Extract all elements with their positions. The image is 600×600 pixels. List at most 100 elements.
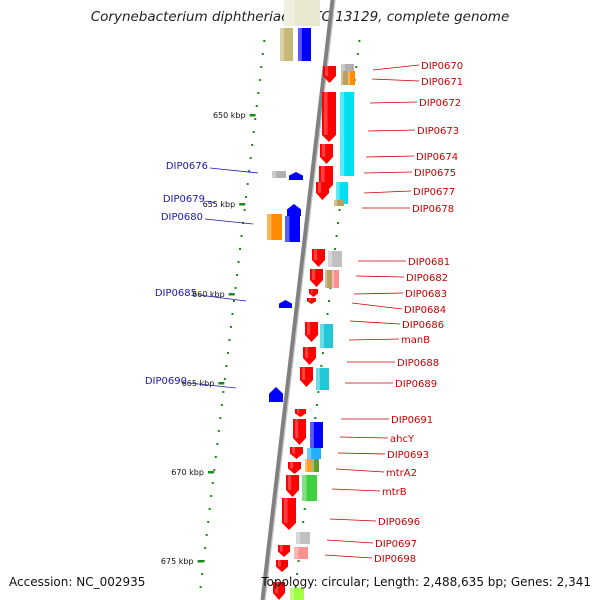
outer-dotted-guide: [337, 222, 340, 224]
inner-dotted-guide: [231, 313, 234, 315]
forward-gene-arrow: [307, 298, 316, 304]
leader-line: [353, 292, 404, 295]
leader-line: [337, 452, 386, 455]
leader-line: [206, 200, 216, 204]
reverse-gene-arrow: [289, 172, 303, 180]
gene-label-left: DIP0679: [163, 194, 205, 205]
outer-dotted-guide: [317, 391, 320, 393]
cds-block: [298, 28, 311, 61]
inner-dotted-guide: [201, 573, 204, 575]
cds-block: [336, 182, 348, 204]
inner-dotted-guide: [220, 404, 223, 406]
gene-label-right: DIP0696: [378, 517, 420, 528]
inner-dotted-guide: [208, 508, 211, 510]
cds-block: [334, 200, 344, 206]
inner-dotted-guide: [202, 560, 205, 562]
outer-dotted-guide: [294, 586, 297, 588]
leader-line: [367, 129, 416, 132]
gene-label-right: ahcY: [390, 434, 415, 445]
cds-block: [316, 368, 329, 390]
scale-ticks-layer: 650 kbp 655 kbp 660 kbp 665 kbp 670 kbp 675 k…: [161, 40, 361, 588]
inner-dotted-guide: [240, 235, 243, 237]
forward-gene-arrow: [312, 249, 325, 267]
leader-line: [349, 320, 401, 325]
scale-tick-label: 650 kbp: [213, 111, 246, 120]
gene-labels-layer: DIP0670 DIP0671 DIP0672 DIP0673 DIP0674 DIP06…: [145, 61, 463, 565]
forward-gene-arrow: [276, 560, 288, 572]
gene-label-left: DIP0690: [145, 376, 187, 387]
scale-tick-label: 660 kbp: [192, 290, 225, 299]
inner-dotted-guide: [236, 274, 239, 276]
gene-label-right: mtrA2: [386, 468, 417, 479]
outer-dotted-guide: [314, 417, 317, 419]
leader-line: [355, 275, 405, 278]
leader-line: [335, 468, 385, 473]
gene-label-right: DIP0697: [375, 539, 417, 550]
cds-block: [272, 171, 286, 178]
gene-label-right: DIP0677: [413, 187, 455, 198]
outer-dotted-guide: [315, 404, 318, 406]
scale-tick-label: 655 kbp: [203, 200, 236, 209]
gene-label-right: DIP0673: [417, 126, 459, 137]
cds-block: [267, 214, 282, 240]
forward-gene-arrow: [303, 347, 316, 365]
cds-block: [296, 532, 310, 544]
gene-features-layer: [267, 0, 355, 600]
leader-line: [326, 539, 374, 544]
gene-label-right: DIP0686: [402, 320, 444, 331]
inner-dotted-guide: [213, 469, 216, 471]
outer-dotted-guide: [335, 235, 338, 237]
gene-label-right: DIP0691: [391, 415, 433, 426]
forward-gene-arrow: [293, 419, 306, 445]
inner-dotted-guide: [225, 365, 228, 367]
reverse-gene-arrow: [269, 387, 283, 402]
forward-gene-arrow: [278, 545, 290, 557]
leader-line: [188, 382, 237, 389]
cds-block: [341, 64, 354, 72]
gene-label-right: DIP0698: [374, 554, 416, 565]
inner-dotted-guide: [254, 118, 257, 120]
gene-label-right: DIP0671: [421, 77, 463, 88]
gene-label-right: DIP0693: [387, 450, 429, 461]
inner-dotted-guide: [261, 53, 264, 55]
inner-dotted-guide: [249, 157, 252, 159]
inner-dotted-guide: [223, 378, 226, 380]
cds-block: [290, 588, 304, 600]
scale-tick-label: 665 kbp: [182, 379, 215, 388]
forward-gene-arrow: [288, 462, 301, 474]
outer-dotted-guide: [334, 248, 337, 250]
inner-dotted-guide: [239, 248, 242, 250]
cds-block: [285, 216, 300, 242]
outer-dotted-guide: [303, 508, 306, 510]
inner-dotted-guide: [257, 92, 260, 94]
forward-gene-arrow: [316, 182, 329, 200]
leader-line: [365, 155, 415, 158]
reverse-gene-arrow: [287, 204, 301, 216]
inner-dotted-guide: [228, 339, 231, 341]
inner-dotted-guide: [205, 534, 208, 536]
gene-label-left: DIP0676: [166, 161, 208, 172]
cds-block: [310, 422, 323, 448]
leader-line: [198, 294, 247, 302]
outer-dotted-guide: [296, 573, 299, 575]
inner-dotted-guide: [229, 326, 232, 328]
cds-block: [312, 459, 319, 472]
reverse-gene-arrow: [279, 300, 292, 308]
leader-line: [371, 78, 420, 82]
forward-gene-arrow: [282, 498, 296, 530]
inner-dotted-guide: [199, 586, 202, 588]
gene-label-right: DIP0682: [406, 273, 448, 284]
forward-gene-arrow: [286, 475, 299, 497]
scale-tick-label: 675 kbp: [161, 557, 194, 566]
forward-gene-arrow: [295, 409, 306, 417]
cds-block: [328, 251, 342, 267]
gene-label-left: DIP0685: [155, 288, 197, 299]
inner-dotted-guide: [219, 417, 222, 419]
leader-line: [369, 101, 418, 104]
inner-dotted-guide: [246, 183, 249, 185]
cds-block: [341, 71, 348, 85]
inner-dotted-guide: [232, 300, 235, 302]
cds-block: [294, 547, 308, 559]
backbone-line: [260, 0, 336, 600]
